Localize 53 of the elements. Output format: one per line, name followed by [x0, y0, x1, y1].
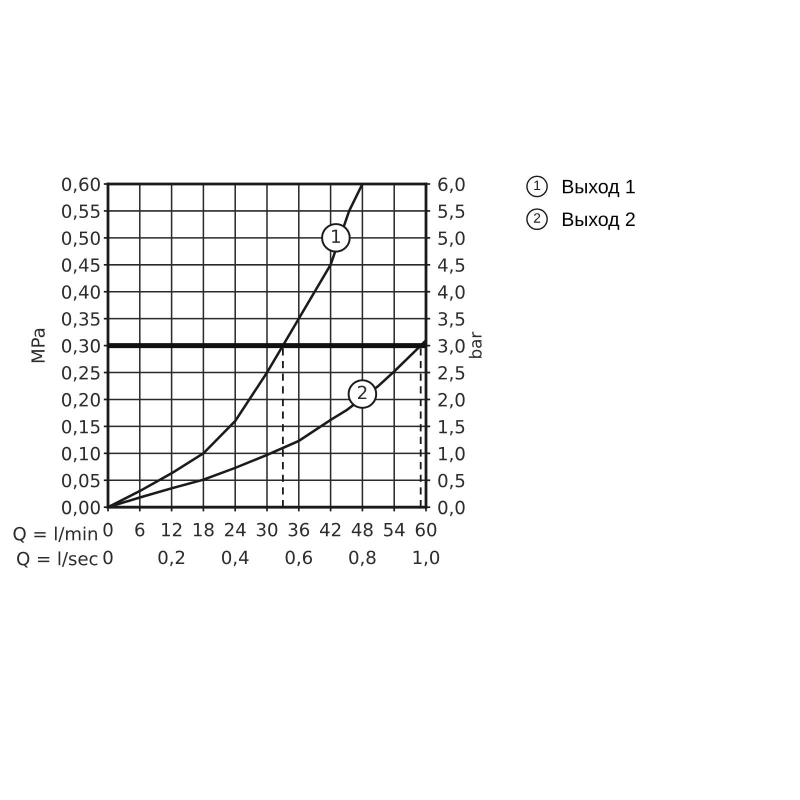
y2-tick-label: 0,5 [438, 474, 464, 490]
x-tick-label: 24 [225, 522, 246, 536]
text: 1 [534, 180, 540, 190]
y2-tick-label: 3,0 [438, 339, 465, 355]
x2-tick-label: 0 [103, 550, 113, 564]
y-tick-label: 0,15 [62, 420, 100, 436]
legend-label: Выход 2 [562, 212, 635, 230]
y2-tick-label: 5,5 [438, 204, 464, 220]
y2-tick-label: 1,5 [439, 420, 464, 436]
annotation: 1 [332, 230, 340, 243]
text: 2 [534, 213, 540, 223]
legend-label: Выход 1 [562, 180, 635, 198]
y2-tick-label: 4,0 [438, 285, 465, 301]
x-tick-label: 60 [416, 522, 436, 536]
y-tick-label: 0,45 [62, 258, 100, 274]
x-tick-label: 6 [135, 522, 144, 536]
x-tick-label: 54 [384, 523, 405, 536]
x2-tick-label: 0,2 [158, 550, 184, 566]
y2-tick-label: 4,5 [438, 258, 464, 274]
x2-tick-label: 0,8 [349, 550, 376, 566]
y2-tick-label: 5,0 [438, 231, 465, 247]
y2-tick-label: 3,5 [438, 312, 464, 328]
y-tick-label: 0,05 [62, 474, 100, 490]
x-tick-label: 30 [256, 522, 278, 536]
y-tick-label: 0,40 [62, 285, 100, 301]
y2-tick-label: 2,5 [438, 366, 464, 382]
x-tick-label: 12 [162, 522, 182, 536]
x-tick-label: 18 [194, 522, 214, 536]
x-tick-label: 0 [103, 522, 113, 536]
y2-tick-label: 1,0 [439, 446, 465, 462]
x2-axis-title: Q = l/sec [17, 551, 98, 568]
y-tick-label: 0,30 [62, 339, 100, 355]
y-tick-label: 0,60 [62, 177, 100, 193]
y-tick-label: 0,25 [62, 366, 100, 382]
y-tick-label: 0,50 [62, 231, 100, 247]
x-tick-label: 36 [288, 522, 310, 536]
y2-tick-label: 2,0 [438, 392, 465, 408]
y-tick-label: 0,00 [62, 500, 100, 516]
x2-tick-label: 0,4 [222, 550, 249, 566]
x-tick-label: 42 [320, 522, 340, 536]
y-axis-title: MPa [31, 328, 45, 362]
x-axis-title: Q = l/min [14, 526, 97, 543]
y-tick-label: 0,35 [62, 312, 100, 328]
annotation: 2 [358, 386, 366, 400]
y2-axis-title: bar [468, 332, 482, 358]
x2-tick-label: 1,0 [414, 550, 440, 566]
y-tick-label: 0,55 [62, 204, 100, 220]
y-tick-label: 0,20 [62, 392, 100, 408]
y-tick-label: 0,10 [62, 446, 100, 462]
x2-tick-label: 0,6 [286, 550, 312, 566]
y2-tick-label: 6,0 [438, 177, 465, 193]
y2-tick-label: 0,0 [438, 500, 465, 516]
x-tick-label: 48 [352, 522, 373, 536]
